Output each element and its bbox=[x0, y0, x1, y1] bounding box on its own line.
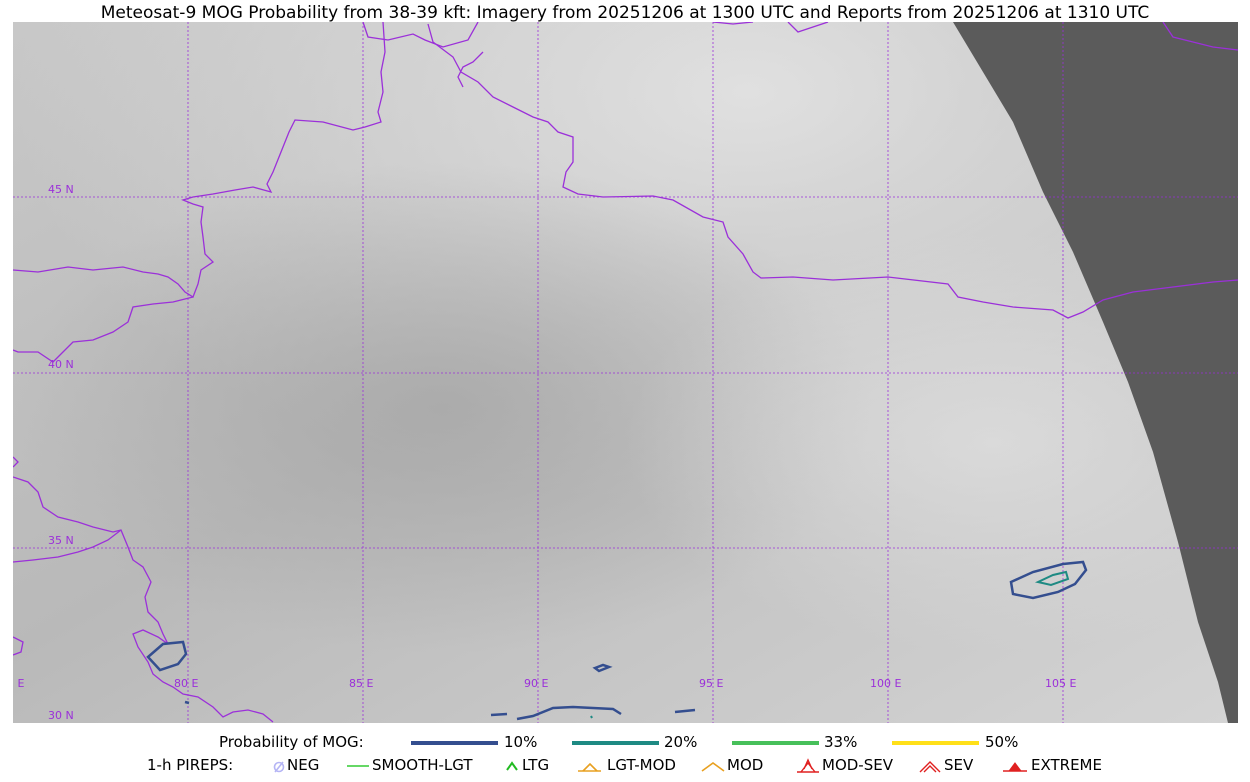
legend-label-50pct: 50% bbox=[985, 733, 1019, 751]
lon-label: 90 E bbox=[524, 677, 549, 690]
legend-label-10pct: 10% bbox=[504, 733, 538, 751]
graticule bbox=[13, 22, 1238, 723]
sev-icon bbox=[919, 761, 941, 773]
pirep-label-sev: SEV bbox=[944, 756, 974, 774]
pirep-legend-title: 1-h PIREPS: bbox=[147, 756, 234, 774]
pirep-label-mod-sev: MOD-SEV bbox=[822, 756, 893, 774]
legend-label-33pct: 33% bbox=[824, 733, 858, 751]
lat-label: 45 N bbox=[48, 183, 74, 196]
probability-legend-title: Probability of MOG: bbox=[219, 733, 364, 751]
pirep-label-neg: NEG bbox=[287, 756, 320, 774]
ltg-icon bbox=[506, 761, 518, 771]
pirep-legend: 1-h PIREPS: NEG SMOOTH-LGT LTG LGT-MOD M… bbox=[0, 756, 1250, 776]
mod-sev-icon bbox=[797, 758, 819, 773]
satellite-map: 45 N 40 N 35 N 30 N 75 E 80 E 85 E 90 E … bbox=[13, 22, 1238, 723]
smooth-lgt-icon bbox=[347, 765, 369, 767]
mog-contours-10pct bbox=[146, 560, 1088, 721]
pirep-label-mod: MOD bbox=[727, 756, 764, 774]
legend-swatch-10pct bbox=[411, 741, 498, 745]
mog-contours-20pct bbox=[590, 570, 1070, 719]
lgt-mod-icon bbox=[578, 762, 601, 772]
country-borders bbox=[13, 22, 1238, 723]
lat-label: 35 N bbox=[48, 534, 74, 547]
lat-label: 30 N bbox=[48, 709, 74, 722]
lon-label: 100 E bbox=[870, 677, 902, 690]
legend-label-20pct: 20% bbox=[664, 733, 698, 751]
lon-label: 105 E bbox=[1045, 677, 1077, 690]
mod-icon bbox=[701, 762, 725, 772]
pirep-label-extreme: EXTREME bbox=[1031, 756, 1102, 774]
pirep-label-ltg: LTG bbox=[522, 756, 550, 774]
extreme-icon bbox=[1003, 762, 1027, 772]
lon-label: 80 E bbox=[174, 677, 199, 690]
legend-swatch-50pct bbox=[892, 741, 979, 745]
legend-swatch-20pct bbox=[572, 741, 659, 745]
chart-title: Meteosat-9 MOG Probability from 38-39 kf… bbox=[100, 3, 1150, 23]
pirep-label-lgt-mod: LGT-MOD bbox=[607, 756, 676, 774]
neg-icon bbox=[273, 761, 285, 773]
lon-label: 85 E bbox=[349, 677, 374, 690]
probability-legend: Probability of MOG: 10% 20% 33% 50% bbox=[0, 733, 1250, 753]
legend-swatch-33pct bbox=[732, 741, 819, 745]
pirep-label-smooth-lgt: SMOOTH-LGT bbox=[372, 756, 473, 774]
lon-label: 95 E bbox=[699, 677, 724, 690]
lon-label: 75 E bbox=[13, 677, 25, 690]
lat-label: 40 N bbox=[48, 358, 74, 371]
